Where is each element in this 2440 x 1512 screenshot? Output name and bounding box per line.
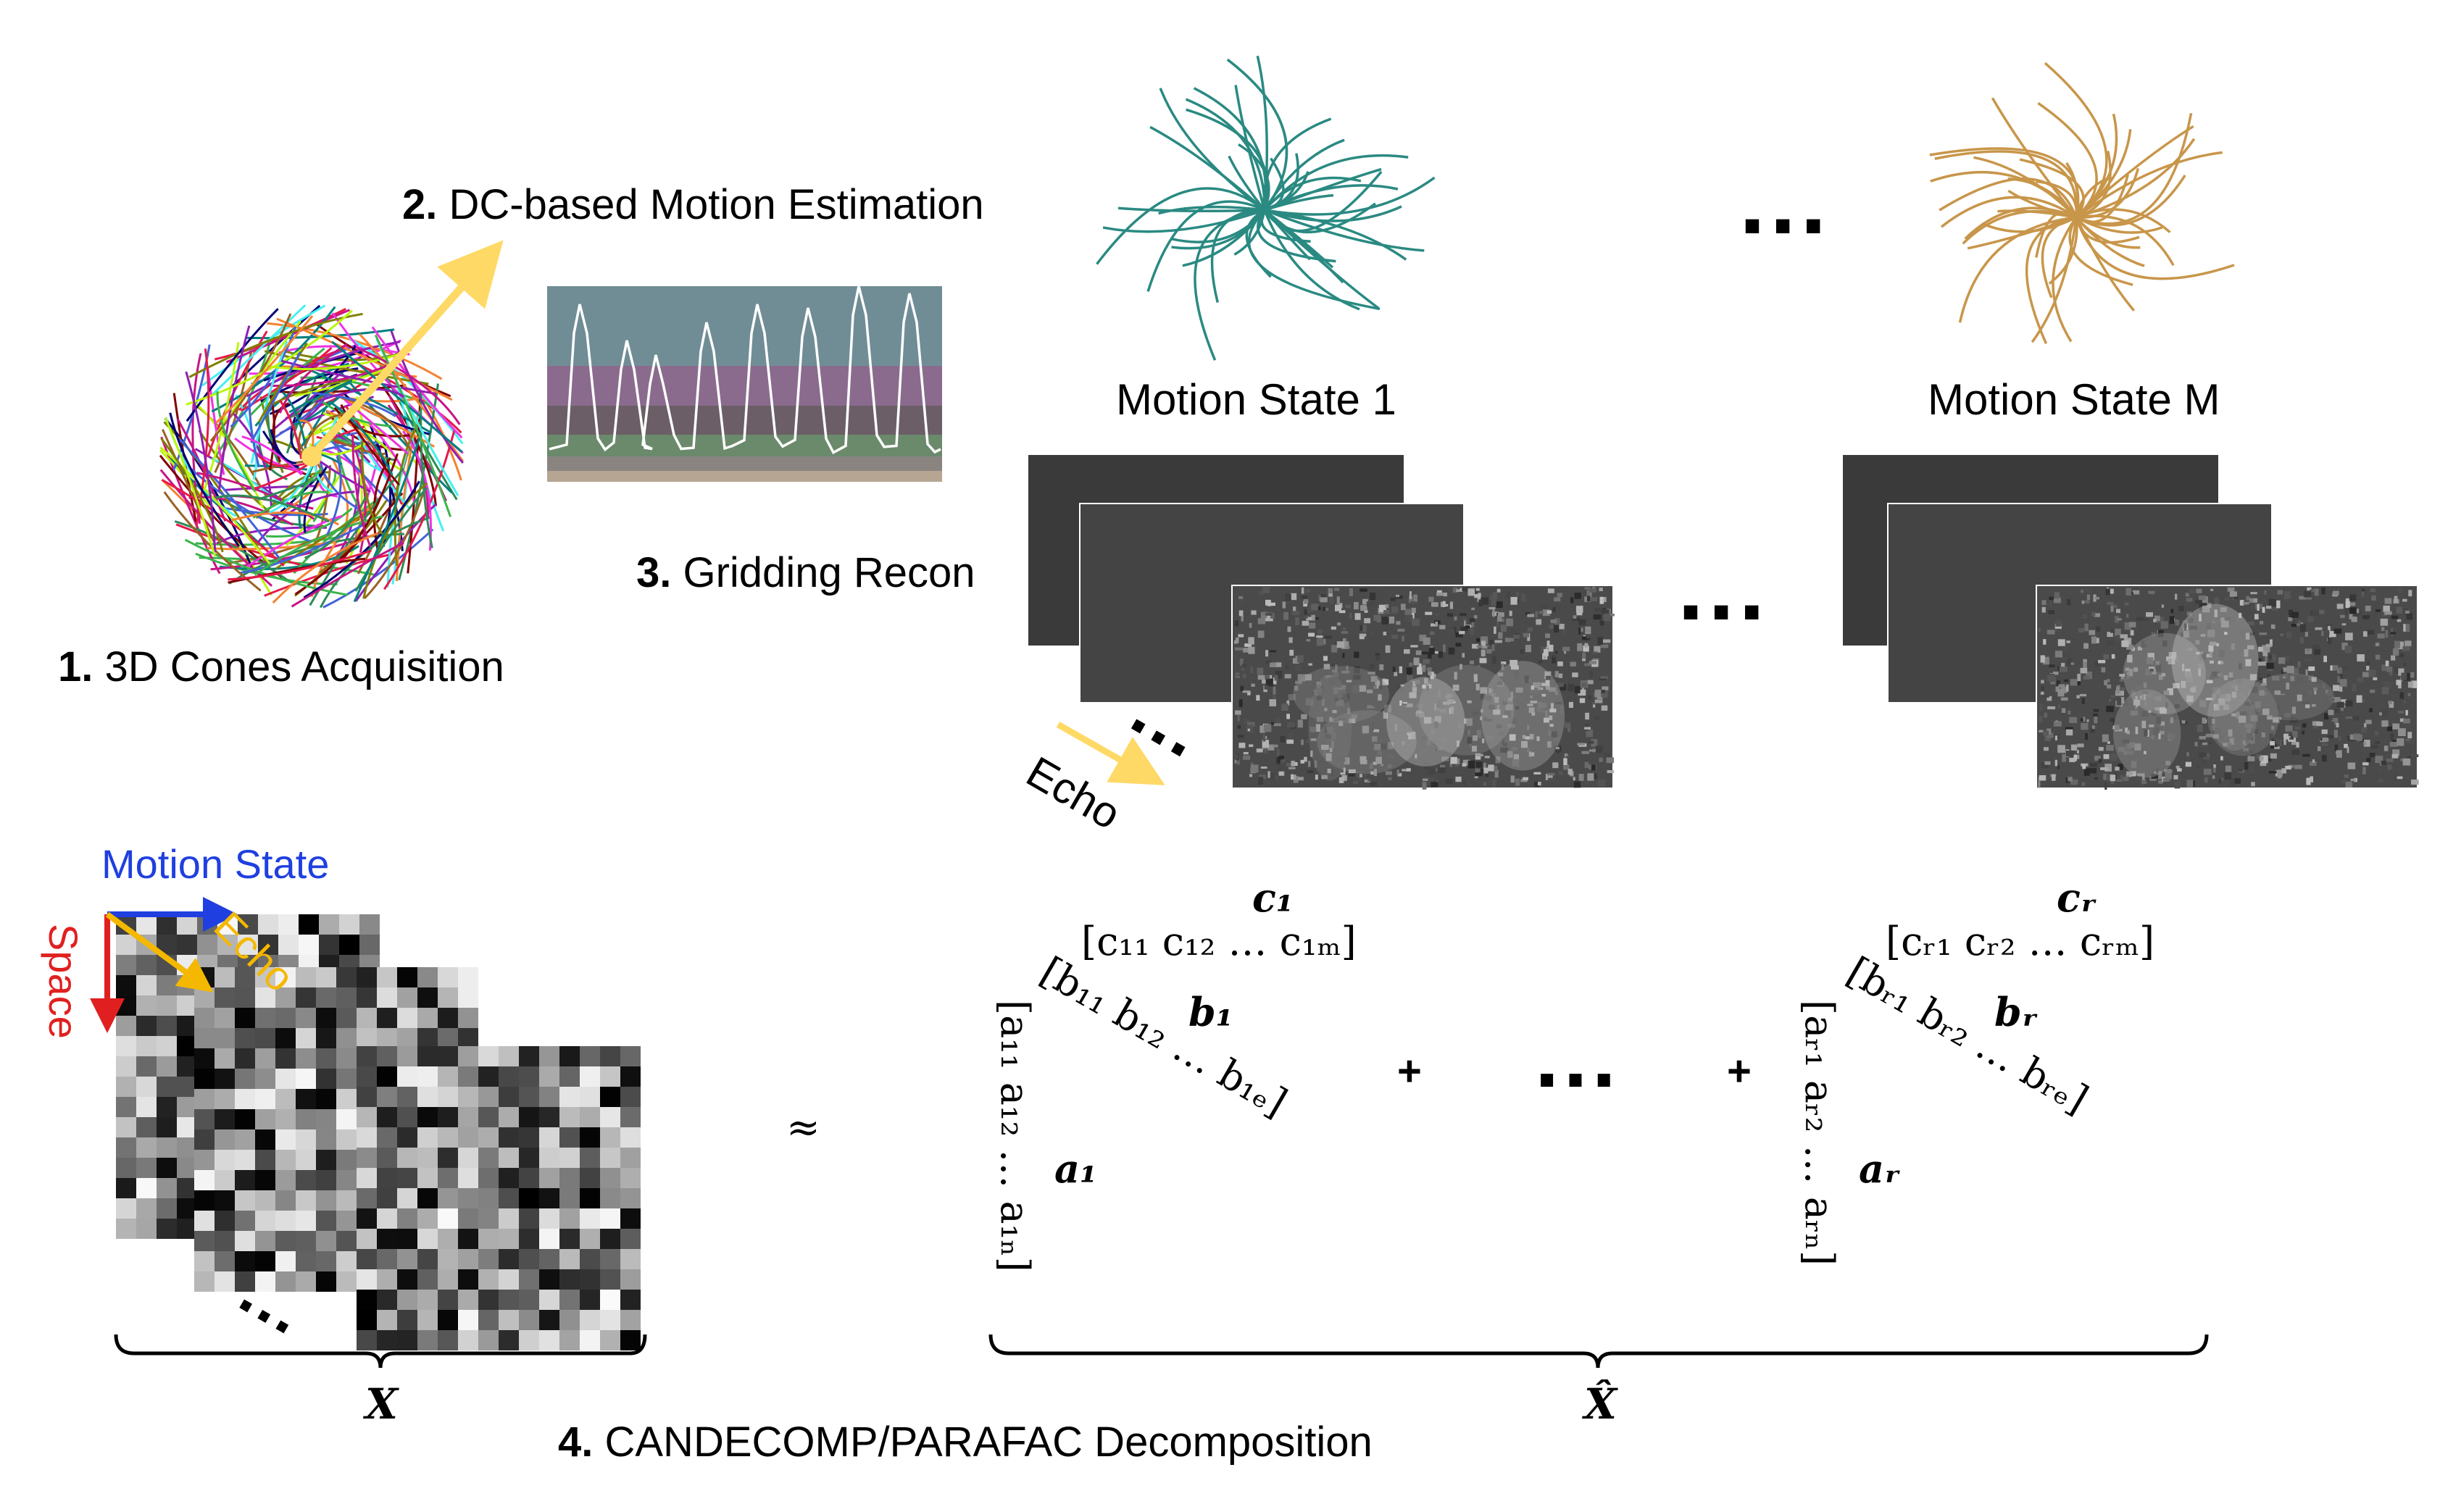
aR-vector: [aᵣ₁ aᵣ₂ … aᵣₙ] bbox=[1796, 1000, 1842, 1266]
echo-label: Echo bbox=[1019, 747, 1129, 838]
aR-label: aᵣ bbox=[1859, 1145, 1900, 1192]
recon-stack-state-m bbox=[1841, 454, 2419, 790]
motion-state-1-label: Motion State 1 bbox=[1116, 375, 1396, 424]
c1-label: c₁ bbox=[1252, 874, 1294, 921]
cR-label: cᵣ bbox=[2057, 874, 2097, 921]
rank1-component-1: c₁ [c₁₁ c₁₂ … c₁ₘ] [b₁₁ b₁₂ … b₁ₑ] b₁ [a… bbox=[992, 874, 1357, 1272]
component-ellipsis: ... bbox=[1535, 1008, 1620, 1106]
bR-label: bᵣ bbox=[1994, 989, 2038, 1035]
bR-vector: [bᵣ₁ bᵣ₂ … bᵣₑ] bbox=[1840, 948, 2096, 1122]
b1-vector: [b₁₁ b₁₂ … b₁ₑ] bbox=[1033, 948, 1295, 1126]
tensor-x-symbol: X bbox=[362, 1379, 399, 1429]
step4-label: 4. CANDECOMP/PARAFAC Decomposition bbox=[558, 1419, 1373, 1466]
echo-arrow bbox=[1056, 722, 1165, 785]
step3-label: 3. Gridding Recon bbox=[636, 549, 975, 596]
c1-vector: [c₁₁ c₁₂ … c₁ₘ] bbox=[1081, 919, 1357, 964]
a1-label: a₁ bbox=[1054, 1145, 1097, 1192]
echo-axis-arrow bbox=[105, 911, 214, 993]
plus-sign-1: + bbox=[1397, 1048, 1422, 1095]
motion-state-m-trajectory bbox=[1929, 62, 2235, 345]
step1-label: 1. 3D Cones Acquisition bbox=[58, 643, 504, 690]
motion-estimation-arrow bbox=[308, 240, 504, 459]
tensor-x-brace bbox=[114, 1334, 647, 1369]
tensor-xhat-symbol: X̂ bbox=[1581, 1379, 1618, 1429]
dc-signal-plot bbox=[547, 285, 942, 482]
tensor-xhat-brace bbox=[988, 1334, 2209, 1369]
k-space-center-dot bbox=[301, 446, 322, 467]
motion-state-m-label: Motion State M bbox=[1928, 375, 2220, 424]
a1-vector: [a₁₁ a₁₂ … a₁ₙ] bbox=[992, 1000, 1038, 1272]
cR-vector: [cᵣ₁ cᵣ₂ … cᵣₘ] bbox=[1886, 919, 2154, 964]
motion-state-ellipsis: ... bbox=[1739, 148, 1831, 254]
motion-state-1-trajectory bbox=[1096, 55, 1436, 361]
recon-stack-state-1 bbox=[1027, 454, 1615, 790]
approx-symbol: ≈ bbox=[786, 1104, 820, 1151]
step2-label: 2. DC-based Motion Estimation bbox=[402, 181, 984, 228]
motion-state-axis-label: Motion State bbox=[101, 841, 329, 887]
tensor-x bbox=[116, 914, 641, 1350]
space-axis-label: Space bbox=[41, 924, 86, 1039]
b1-label: b₁ bbox=[1188, 989, 1233, 1035]
recon-ellipsis: ... bbox=[1678, 534, 1769, 640]
dc-signal-trace bbox=[549, 285, 941, 455]
plus-sign-2: + bbox=[1727, 1048, 1752, 1095]
rank1-component-r: cᵣ [cᵣ₁ cᵣ₂ … cᵣₘ] [bᵣ₁ bᵣ₂ … bᵣₑ] bᵣ [a… bbox=[1796, 874, 2154, 1266]
